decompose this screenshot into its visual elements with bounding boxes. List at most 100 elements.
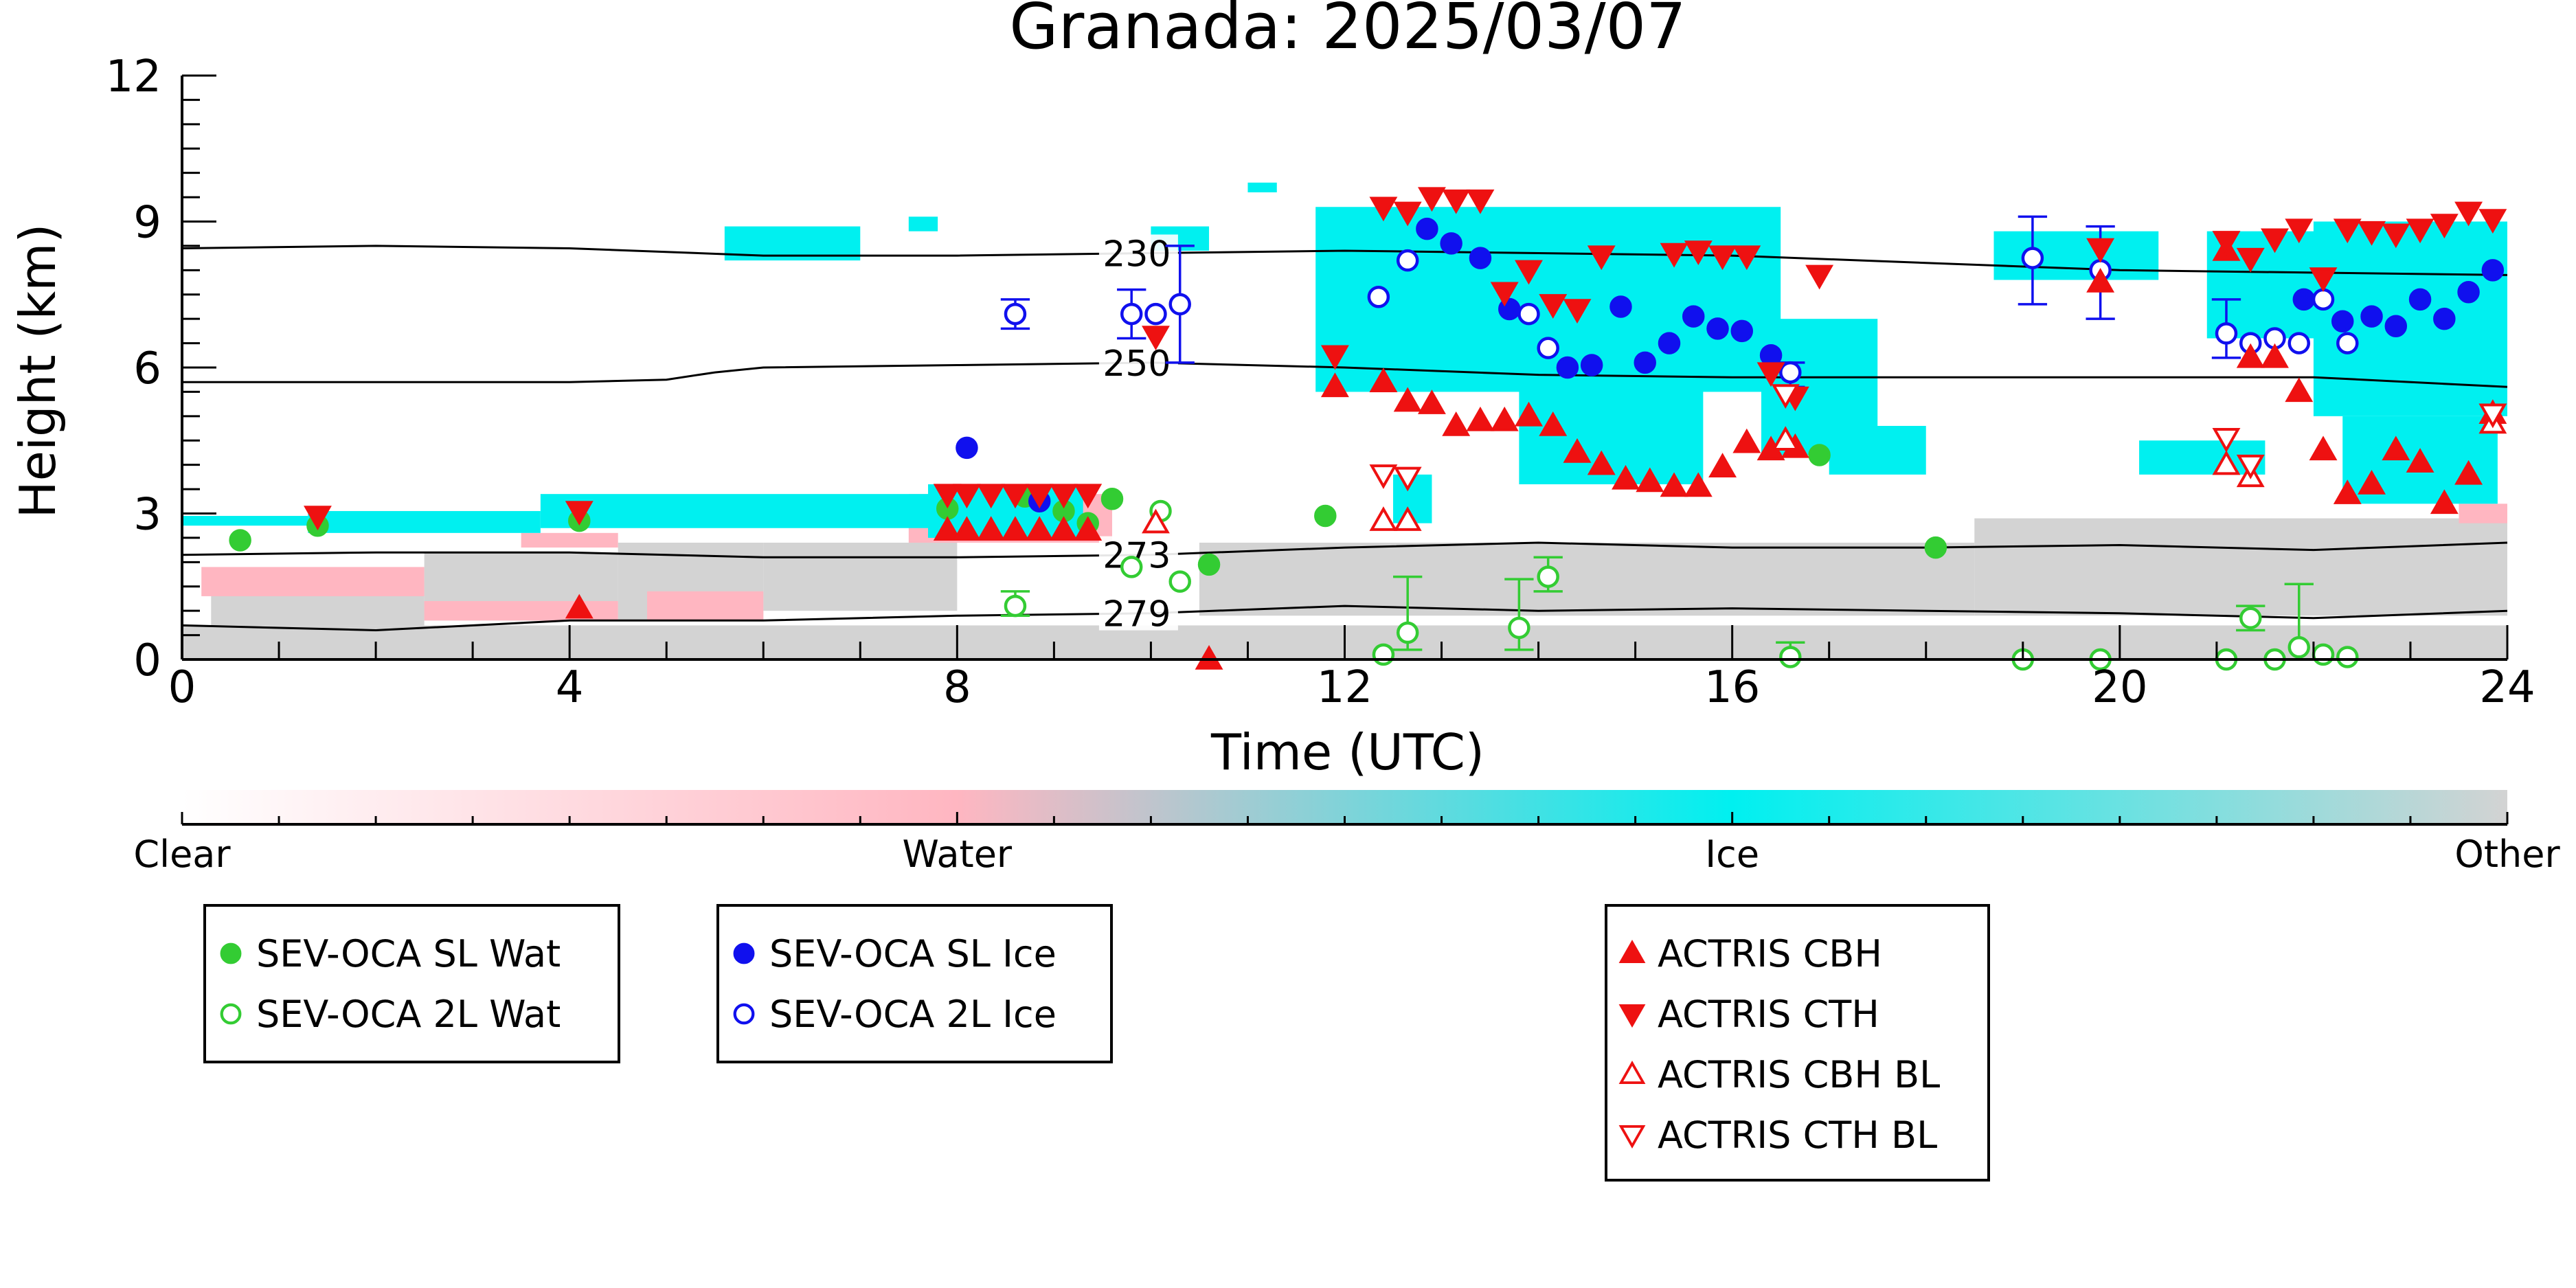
class-water-region [201, 567, 425, 596]
point-sev-oca-sl-ice [1556, 356, 1579, 379]
class-other-region [1199, 543, 1975, 616]
point-sev-oca-2l-wat [1372, 643, 1395, 666]
point-sev-oca-2l-ice [1367, 286, 1390, 308]
point-sev-oca-sl-wat [1100, 488, 1124, 510]
point-sev-oca-2l-wat [2287, 636, 2311, 659]
point-actris-cbh [1636, 467, 1664, 493]
x-tick-label: 8 [943, 662, 971, 713]
point-actris-cbh [1320, 372, 1349, 398]
point-actris-cbh [2382, 436, 2410, 461]
point-sev-oca-sl-ice [1469, 247, 1492, 269]
series-sev-oca-2l-ice [1004, 247, 2359, 384]
point-sev-oca-sl-ice [2481, 259, 2505, 282]
point-actris-cth [1587, 245, 1616, 271]
contour-label-230: 230 [1103, 234, 1171, 275]
class-water-region [2459, 504, 2507, 523]
class-ice-region [182, 516, 308, 526]
y-tick-label: 0 [133, 635, 161, 686]
point-actris-cth [1050, 484, 1078, 509]
legend-entry-actris-cbh: ACTRIS CBH [1658, 932, 1882, 975]
x-axis-label: Time (UTC) [1210, 723, 1484, 781]
point-sev-oca-2l-wat [1779, 646, 1802, 668]
point-actris-cth [2309, 267, 2338, 292]
point-sev-oca-2l-ice [1537, 337, 1559, 359]
point-actris-cbh-bl [1393, 506, 1422, 531]
point-actris-cbh [1417, 389, 1446, 414]
point-sev-oca-2l-wat [1168, 570, 1191, 593]
point-actris-cbh [2285, 377, 2314, 403]
contour-273 [181, 541, 2508, 558]
point-actris-cth [1074, 484, 1103, 509]
point-sev-oca-2l-ice [1396, 249, 1419, 272]
point-actris-cbh [1684, 472, 1713, 497]
x-tick-label: 24 [2479, 662, 2535, 713]
point-actris-cth [1563, 299, 1592, 324]
x-tick-label: 4 [556, 662, 584, 713]
x-tick-label: 0 [168, 662, 196, 713]
chart-title: Granada: 2025/03/07 [1009, 0, 1686, 63]
point-actris-cth [1490, 282, 1519, 307]
point-actris-cth [1684, 240, 1713, 266]
legend-entry-sev-oca-2l-ice: SEV-OCA 2L Ice [769, 993, 1057, 1036]
point-sev-oca-sl-ice [1706, 317, 1729, 340]
point-sev-oca-2l-wat [1396, 621, 1419, 644]
point-actris-cbh-bl [1142, 508, 1170, 534]
point-actris-cth [1320, 345, 1349, 370]
point-sev-oca-2l-wat [1508, 616, 1530, 640]
point-actris-cbh [1515, 401, 1543, 427]
point-actris-cbh [1539, 411, 1568, 436]
point-actris-cth [1515, 260, 1543, 285]
x-tick-label: 16 [1704, 662, 1760, 713]
point-actris-cth [977, 484, 1006, 509]
point-actris-cth-bl [1393, 466, 1422, 492]
point-sev-oca-sl-ice [1730, 319, 1754, 343]
point-actris-cbh [2430, 489, 2459, 515]
y-tick-label: 6 [133, 343, 161, 394]
point-actris-cbh [2261, 343, 2289, 368]
point-sev-oca-2l-ice [2021, 247, 2044, 269]
point-sev-oca-sl-wat [1314, 504, 1337, 528]
point-sev-oca-sl-ice [2360, 305, 2383, 328]
legend-entry-actris-cth: ACTRIS CTH [1658, 993, 1879, 1036]
point-actris-cth [952, 484, 981, 509]
point-sev-oca-sl-wat [1924, 536, 1947, 559]
point-actris-cth [1442, 189, 1471, 214]
point-actris-cbh [1732, 428, 1761, 453]
point-actris-cbh-bl [1771, 426, 1800, 451]
class-ice-region [1993, 231, 2159, 280]
point-sev-oca-sl-ice [1759, 344, 1783, 367]
point-sev-oca-2l-wat [1004, 594, 1027, 618]
point-sev-oca-2l-wat [2336, 646, 2359, 668]
point-sev-oca-sl-ice [1580, 354, 1603, 376]
point-sev-oca-2l-wat [2239, 607, 2262, 630]
point-sev-oca-sl-ice [1609, 295, 1632, 318]
point-sev-oca-2l-ice [1004, 302, 1027, 326]
legend-entry-sev-oca-sl-ice: SEV-OCA SL Ice [769, 932, 1057, 975]
point-actris-cth [2454, 201, 2483, 227]
point-sev-oca-2l-ice [2312, 288, 2335, 311]
y-tick-label: 3 [133, 490, 161, 541]
legends: SEV-OCA SL Wat SEV-OCA 2L Wat SEV-OCA SL I… [203, 904, 1990, 1182]
point-sev-oca-2l-wat [2312, 643, 2335, 666]
point-actris-cth-bl [1369, 464, 1398, 489]
point-sev-oca-2l-wat [1537, 565, 1559, 588]
point-actris-cbh [2454, 460, 2483, 485]
point-actris-cbh [1393, 387, 1422, 412]
point-actris-cth [1732, 245, 1761, 271]
point-sev-oca-sl-ice [1440, 232, 1462, 255]
point-actris-cbh [977, 516, 1006, 541]
point-actris-cbh [1369, 368, 1398, 392]
point-actris-cth [933, 484, 962, 509]
point-sev-oca-2l-ice [1779, 361, 1802, 384]
point-actris-cbh [2309, 436, 2338, 461]
class-water-region [647, 591, 764, 621]
legend-frame [1605, 904, 1990, 1182]
legend-marker-actris-cth [1618, 1004, 1646, 1028]
point-actris-cbh [2333, 479, 2362, 504]
point-actris-cth [1756, 362, 1785, 387]
class-water-region [521, 532, 618, 548]
class-other-region [1974, 518, 2507, 616]
y-tick-label: 9 [133, 198, 161, 249]
point-sev-oca-sl-wat [1808, 444, 1831, 466]
point-actris-cbh [1708, 453, 1737, 477]
